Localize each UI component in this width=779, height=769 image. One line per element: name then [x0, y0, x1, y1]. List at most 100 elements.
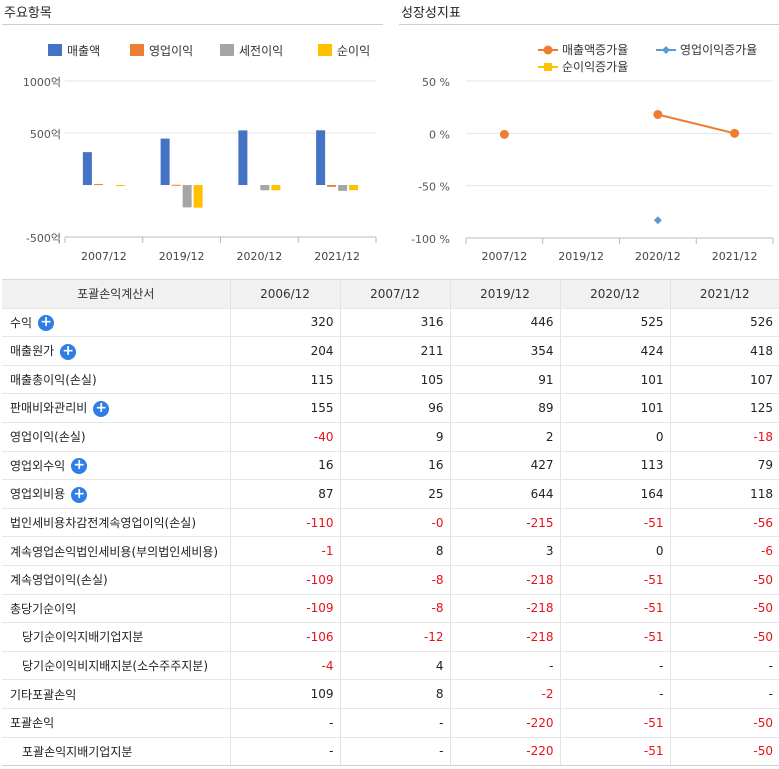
table-cell: -220: [450, 737, 561, 767]
row-label-cell: 영업외비용 +: [2, 479, 231, 509]
table-header-period-4: 2020/12: [560, 279, 671, 309]
table-cell: -50: [670, 565, 779, 595]
table-cell: -: [450, 651, 561, 681]
table-cell: 354: [450, 336, 561, 366]
line-y-tick-label-3: -50 %: [418, 181, 450, 194]
row-label: 총당기순이익: [10, 601, 77, 616]
bar-1-3: [238, 130, 248, 185]
y-tick-label-4: -500억: [26, 232, 61, 245]
x-tick-label-2: 2019/12: [159, 250, 205, 263]
bar-1-1: [82, 152, 92, 185]
table-cell: 101: [560, 393, 671, 423]
table-header-period-1: 2006/12: [230, 279, 341, 309]
income-statement-table: 포괄손익계산서 2006/12 2007/12 2019/12 2020/12 2021/…: [2, 279, 779, 767]
table-cell: 79: [670, 451, 779, 481]
table-cell: 16: [230, 451, 341, 481]
table-header-period-2: 2007/12: [340, 279, 451, 309]
table-cell: 155: [230, 393, 341, 423]
table-cell: 8: [340, 536, 451, 566]
bar-1-2: [160, 138, 170, 185]
table-cell: -56: [670, 508, 779, 538]
main-items-title: 주요항목: [4, 6, 52, 21]
table-cell: -8: [340, 565, 451, 595]
table-cell: -51: [560, 508, 671, 538]
table-cell: -215: [450, 508, 561, 538]
table-row: 총당기순이익 -109 -8 -218 -51 -50: [2, 594, 779, 624]
plus-circle-icon[interactable]: +: [38, 315, 55, 332]
line-x-tick-label-3: 2020/12: [635, 250, 681, 263]
table-cell: -106: [230, 622, 341, 652]
table-row: 수익 +320 316 446 525 526: [2, 308, 779, 338]
table-cell: 101: [560, 365, 671, 395]
plus-circle-icon[interactable]: +: [60, 343, 77, 360]
bar-2-4: [327, 185, 337, 187]
line-legend-marker-1: [543, 45, 553, 55]
line-legend-marker-2: [662, 46, 670, 54]
row-label-cell: 매출원가 +: [2, 336, 231, 366]
row-label: 법인세비용차감전계속영업이익(손실): [10, 516, 197, 531]
row-label-cell: 당기순이익비지배지분(소수주주지분): [2, 651, 231, 681]
table-cell: -8: [340, 594, 451, 624]
y-tick-label-2: 500억: [30, 128, 61, 141]
table-cell: 211: [340, 336, 451, 366]
table-cell: -: [230, 708, 341, 738]
row-label: 포괄손익지배기업지분: [22, 744, 133, 759]
table-cell: 115: [230, 365, 341, 395]
bar-3-4: [338, 185, 348, 191]
table-header-row: 포괄손익계산서 2006/12 2007/12 2019/12 2020/12 2021/…: [2, 279, 779, 309]
table-cell: -109: [230, 594, 341, 624]
bar-2-1: [93, 184, 103, 186]
bar-3-2: [182, 185, 192, 208]
table-cell: -51: [560, 594, 671, 624]
table-row: 법인세비용차감전계속영업이익(손실) -110 -0 -215 -51 -56: [2, 508, 779, 538]
table-cell: -109: [230, 565, 341, 595]
plus-circle-icon[interactable]: +: [93, 400, 110, 417]
line-y-tick-label-1: 50 %: [422, 76, 450, 89]
table-cell: 427: [450, 451, 561, 481]
row-label-cell: 포괄손익지배기업지분: [2, 737, 231, 767]
table-header-title: 포괄손익계산서: [2, 279, 231, 309]
line-point-1-1: [499, 129, 509, 139]
table-cell: -218: [450, 565, 561, 595]
table-cell: 91: [450, 365, 561, 395]
bar-1-4: [316, 130, 326, 185]
bar-4-4: [349, 185, 359, 191]
row-label-cell: 매출총이익(손실): [2, 365, 231, 395]
row-label: 기타포괄손익: [10, 687, 77, 702]
y-tick-label-1: 1000억: [23, 76, 61, 89]
line-point-1-4: [730, 128, 740, 138]
table-cell: -6: [670, 536, 779, 566]
legend-swatch-4: [318, 44, 332, 56]
row-label: 당기순이익비지배지분(소수주주지분): [22, 659, 209, 674]
row-label: 매출원가: [10, 344, 55, 359]
table-cell: 526: [670, 308, 779, 338]
bar-2-2: [171, 184, 181, 186]
row-label: 당기순이익지배기업지분: [22, 630, 144, 645]
row-label-cell: 기타포괄손익: [2, 679, 231, 709]
table-cell: 316: [340, 308, 451, 338]
line-legend-label-1: 매출액증가율: [562, 43, 628, 57]
table-cell: -0: [340, 508, 451, 538]
table-cell: 89: [450, 393, 561, 423]
plus-circle-icon[interactable]: +: [71, 486, 88, 503]
line-y-tick-label-2: 0 %: [429, 128, 450, 141]
row-label-cell: 영업이익(손실): [2, 422, 231, 452]
table-row: 매출원가 +204 211 354 424 418: [2, 336, 779, 366]
bar-4-3: [271, 185, 281, 191]
table-cell: -50: [670, 737, 779, 767]
table-cell: -110: [230, 508, 341, 538]
x-tick-label-4: 2021/12: [314, 250, 360, 263]
table-row: 영업외비용 +87 25 644 164 118: [2, 479, 779, 509]
legend-swatch-1: [48, 44, 62, 56]
row-label: 수익: [10, 315, 33, 330]
row-label: 계속영업손익법인세비용(부의법인세비용): [10, 544, 219, 559]
table-cell: 9: [340, 422, 451, 452]
line-segment-1-2: [657, 113, 735, 135]
legend-swatch-3: [220, 44, 234, 56]
table-cell: -: [670, 651, 779, 681]
plus-circle-icon[interactable]: +: [71, 458, 88, 475]
table-cell: 8: [340, 679, 451, 709]
row-label: 계속영업이익(손실): [10, 573, 108, 588]
table-row: 계속영업이익(손실) -109 -8 -218 -51 -50: [2, 565, 779, 595]
row-label: 포괄손익: [10, 716, 55, 731]
